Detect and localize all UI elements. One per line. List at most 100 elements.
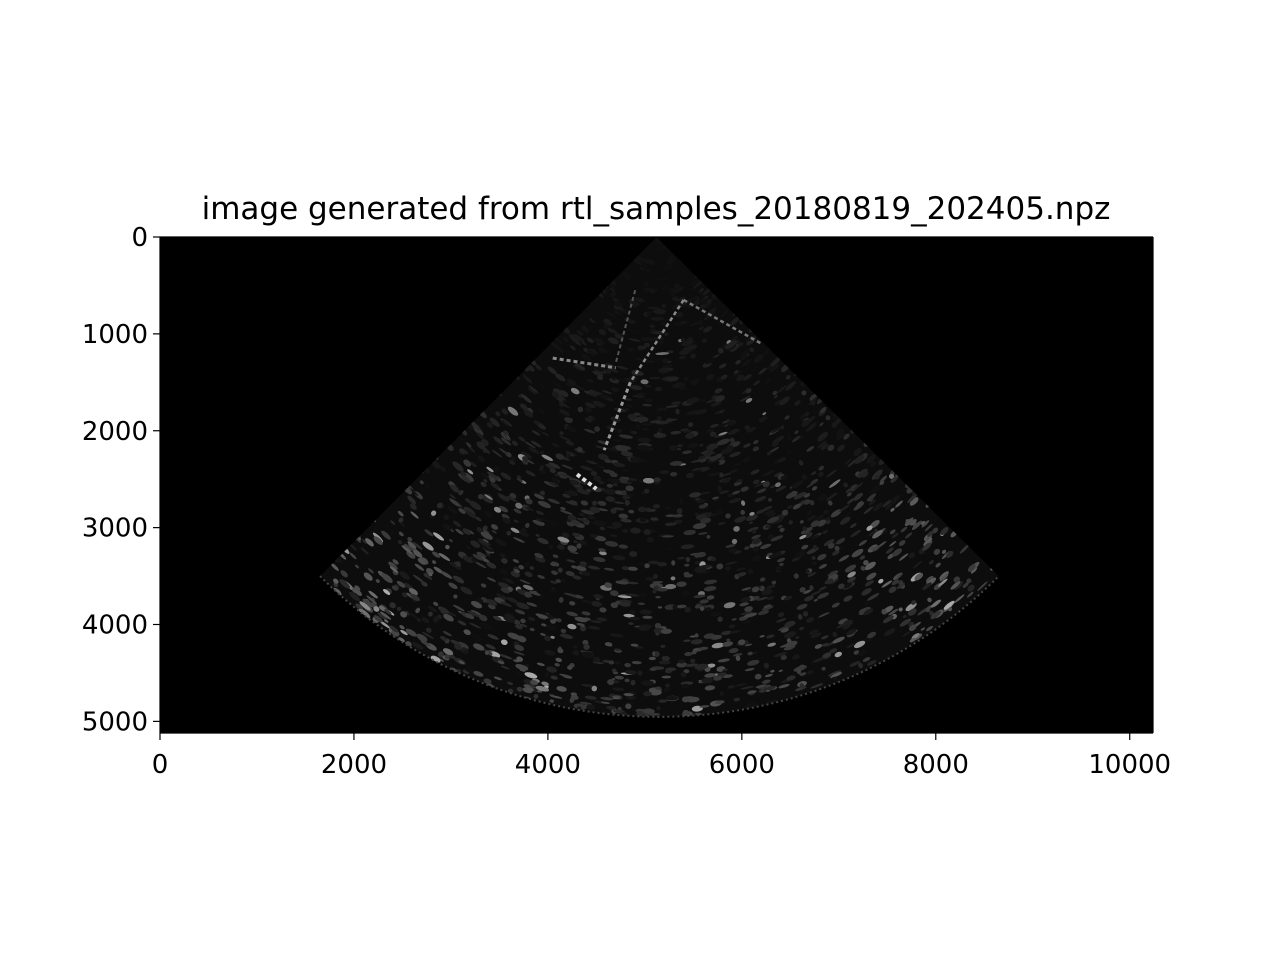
speckle — [442, 630, 452, 637]
speckle — [821, 635, 829, 640]
speckle — [765, 673, 773, 678]
speckle — [879, 529, 889, 536]
speckle — [608, 337, 619, 345]
speckle — [613, 310, 622, 315]
speckle — [665, 376, 679, 382]
speckle — [843, 482, 848, 488]
speckle — [854, 454, 865, 464]
speckle — [576, 489, 590, 495]
speckle — [811, 486, 818, 491]
speckle — [869, 498, 874, 502]
speckle — [464, 497, 471, 504]
speckle — [836, 537, 846, 545]
speckle — [568, 417, 573, 422]
speckle — [948, 607, 953, 612]
speckle — [502, 577, 515, 584]
speckle — [706, 595, 715, 600]
speckle — [540, 633, 546, 636]
speckle — [618, 513, 629, 519]
speckle — [725, 513, 731, 519]
speckle — [609, 633, 624, 638]
speckle — [628, 338, 642, 342]
speckle — [648, 560, 660, 565]
speckle — [513, 619, 521, 625]
speckle — [724, 565, 732, 571]
speckle — [686, 397, 700, 404]
speckle — [533, 491, 547, 498]
speckle — [872, 529, 883, 539]
speckle — [869, 519, 880, 529]
speckle — [812, 514, 825, 523]
speckle — [762, 347, 772, 357]
speckle — [927, 597, 932, 603]
speckle — [763, 509, 775, 515]
speckle — [501, 513, 510, 520]
speckle — [499, 569, 509, 575]
speckle — [416, 617, 422, 622]
speckle — [842, 619, 853, 627]
speckle — [359, 601, 371, 611]
speckle — [728, 428, 740, 435]
speckle — [866, 454, 876, 464]
speckle — [777, 612, 785, 618]
speckle — [543, 481, 557, 488]
speckle — [548, 544, 553, 550]
speckle — [834, 651, 843, 658]
speckle — [858, 607, 867, 613]
speckle — [738, 639, 746, 646]
speckle — [566, 519, 572, 523]
speckle — [459, 436, 467, 443]
speckle — [858, 539, 868, 546]
speckle — [683, 639, 691, 642]
speckle — [507, 406, 519, 416]
speckle — [550, 635, 555, 639]
speckle — [736, 479, 743, 483]
speckle — [702, 288, 710, 296]
speckle — [525, 498, 533, 505]
speckle — [939, 574, 949, 582]
speckle — [810, 478, 819, 485]
speckle — [388, 561, 398, 570]
y-axis: 0 1000 2000 3000 4000 5000 — [82, 223, 1154, 737]
speckle — [732, 490, 741, 495]
speckle — [594, 520, 608, 524]
speckle — [892, 548, 902, 557]
speckle — [478, 539, 489, 547]
speckle — [677, 556, 686, 560]
speckle — [496, 593, 501, 597]
speckle — [510, 527, 520, 534]
speckle — [788, 520, 793, 525]
speckle — [610, 508, 617, 514]
speckle — [413, 574, 424, 583]
speckle — [560, 628, 567, 634]
speckle — [652, 589, 657, 594]
speckle — [485, 545, 493, 550]
speckle — [500, 419, 509, 426]
speckle — [806, 422, 817, 432]
speckle — [588, 389, 600, 396]
speckle — [922, 542, 932, 551]
speckle — [470, 421, 480, 431]
speckle — [627, 566, 638, 571]
speckle — [653, 573, 658, 579]
speckle — [599, 393, 609, 400]
speckle — [922, 582, 932, 590]
speckle — [522, 374, 533, 384]
speckle — [966, 578, 972, 584]
speckle — [753, 380, 761, 386]
speckle — [529, 566, 535, 570]
speckle — [959, 543, 970, 554]
speckle — [462, 649, 468, 655]
speckle — [460, 586, 473, 595]
speckle — [686, 344, 698, 351]
speckle — [921, 520, 930, 528]
speckle — [709, 423, 720, 429]
speckle — [607, 643, 613, 647]
speckle — [400, 629, 408, 636]
plot-area — [160, 237, 1153, 733]
speckle — [541, 623, 547, 627]
speckle — [599, 526, 605, 531]
speckle — [926, 625, 934, 632]
speckle — [719, 691, 724, 696]
speckle — [487, 634, 499, 640]
